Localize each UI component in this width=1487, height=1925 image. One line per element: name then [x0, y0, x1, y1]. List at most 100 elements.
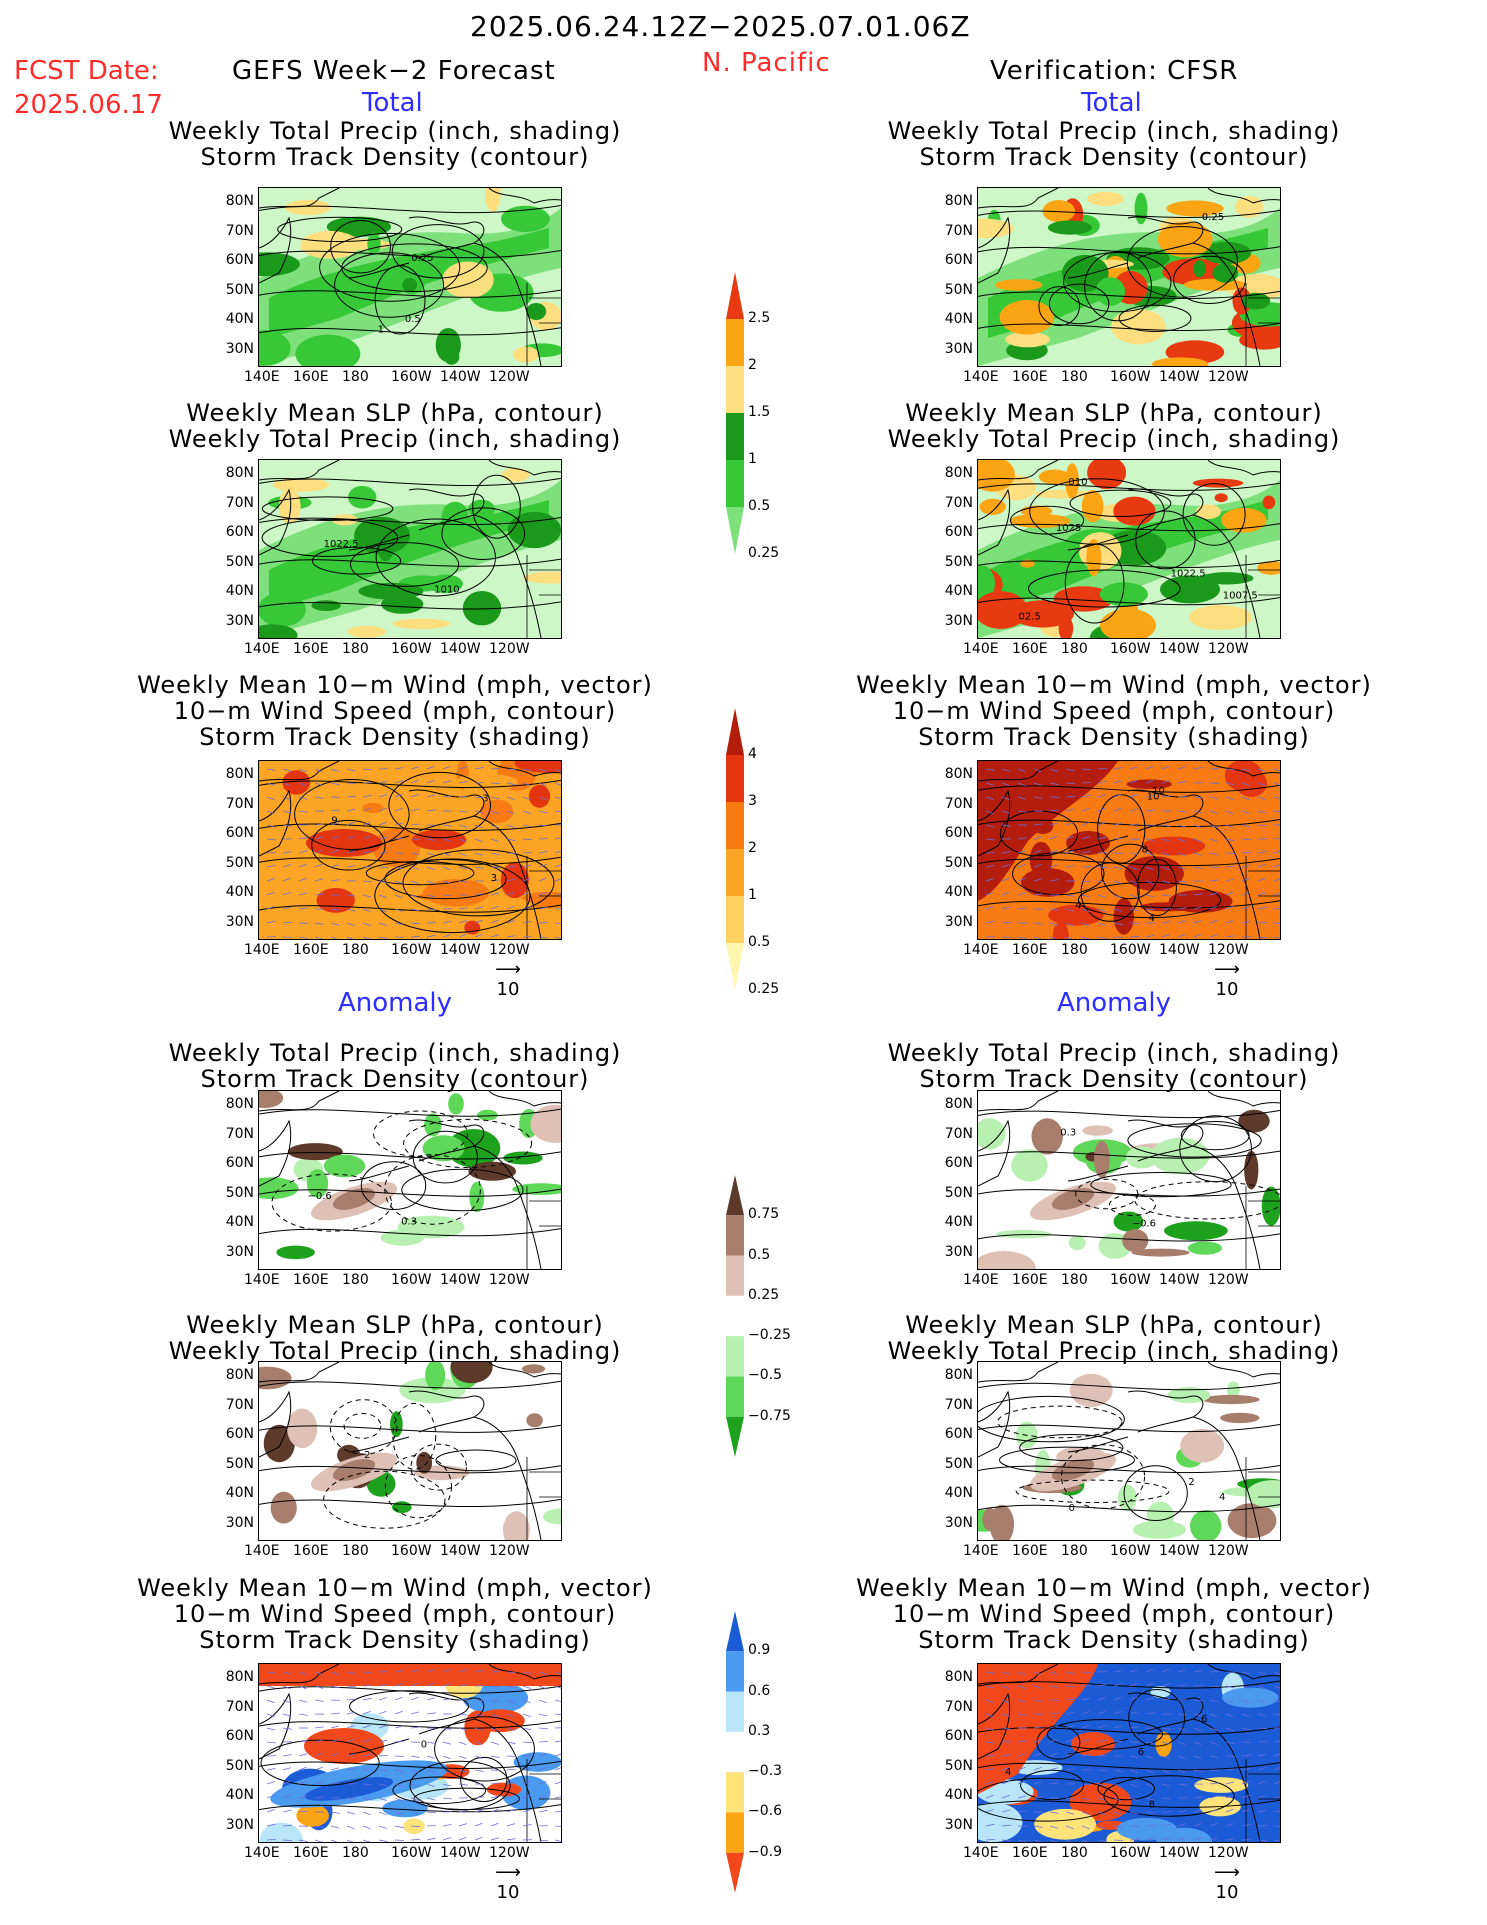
wind-vector: [330, 768, 339, 772]
wind-vector: [1209, 1822, 1218, 1827]
wind-vector: [1193, 1809, 1203, 1813]
shading-cell: [462, 591, 502, 626]
wind-vector: [1001, 768, 1011, 772]
right-title: Verification: CFSR: [990, 56, 1239, 86]
wind-vector: [554, 1753, 561, 1757]
contour-line: [409, 1760, 511, 1811]
wind-vector: [1193, 1727, 1202, 1732]
wind-vector: [1257, 810, 1267, 814]
wind-vector: [490, 905, 499, 910]
wind-vector: [1225, 838, 1235, 842]
shading-cell: [1038, 469, 1071, 485]
lon-tick-label: 140W: [1159, 1272, 1200, 1288]
contour-line: [375, 518, 497, 597]
wind-vector: [330, 1811, 340, 1814]
wind-vector: [1033, 849, 1042, 854]
lon-tick-label: 160E: [1012, 942, 1048, 958]
wind-vector: [1097, 836, 1107, 840]
lat-tick-label: 30N: [944, 1243, 973, 1260]
wind-vector: [554, 1796, 561, 1799]
wind-vector: [474, 1699, 484, 1702]
lat-tick-label: 30N: [944, 913, 973, 930]
lat-tick-label: 30N: [225, 612, 254, 629]
wind-vector: [1129, 1755, 1139, 1758]
shading-cell: [1244, 1150, 1259, 1190]
panel-title: Weekly Mean 10−m Wind (mph, vector) 10−m …: [804, 672, 1424, 750]
shading-cell: [1192, 478, 1244, 488]
wind-vector: [458, 852, 467, 857]
lon-tick-label: 160E: [293, 641, 329, 657]
contour-line: [374, 858, 531, 934]
wind-vector: [394, 1783, 403, 1787]
wind-vector: [1113, 1683, 1123, 1687]
lat-tick-label: 40N: [944, 1787, 973, 1803]
wind-vector: [1129, 1783, 1138, 1788]
wind-vector: [1209, 919, 1218, 924]
shading-cell: [512, 346, 539, 363]
wind-vector: [394, 880, 403, 884]
wind-vector: [298, 1699, 308, 1703]
lon-tick-label: 180: [1061, 641, 1088, 657]
wind-vector: [1113, 866, 1123, 870]
lat-tick-label: 60N: [944, 252, 973, 268]
shading-cell: [448, 1093, 464, 1115]
shading-cell: [978, 761, 1118, 901]
wind-vector: [1049, 822, 1059, 826]
wind-vector: [410, 935, 420, 938]
wind-vector: [985, 1727, 995, 1731]
wind-vector: [538, 1741, 549, 1743]
wind-vector: [490, 1741, 499, 1745]
wind-vector: [1001, 1809, 1011, 1813]
wind-vector: [426, 1769, 435, 1774]
wind-vector: [1033, 1796, 1043, 1799]
wind-vector: [1145, 1741, 1155, 1744]
wind-vector: [1273, 1781, 1280, 1785]
shading-cell: [1099, 582, 1148, 607]
wind-vector: [1145, 1712, 1155, 1715]
wind-vector: [314, 878, 324, 882]
wind-vector: [1193, 906, 1203, 910]
wind-vector: [1065, 795, 1075, 798]
wind-vector: [378, 836, 388, 840]
wind-vector: [458, 1810, 468, 1813]
lat-tick-label: 50N: [944, 553, 973, 570]
contour-line: [259, 327, 561, 336]
wind-vector: [298, 1740, 308, 1743]
wind-vector: [266, 920, 276, 924]
wind-vector: [394, 908, 403, 912]
wind-vector: [346, 822, 355, 826]
wind-vector: [554, 922, 561, 924]
wind-vector: [1081, 850, 1091, 854]
wind-vector: [474, 824, 483, 829]
shading-cell: [1152, 357, 1209, 366]
colorbar-swatch: [726, 1336, 744, 1377]
wind-vector: [410, 852, 420, 855]
wind-vector: [1049, 1738, 1058, 1743]
coastline: [978, 761, 1059, 782]
shading-cell: [1235, 196, 1264, 218]
wind-vector: [1257, 768, 1267, 772]
wind-vector: [1193, 1836, 1202, 1841]
lat-tick-label: 30N: [225, 913, 254, 930]
shading-cell: [358, 582, 424, 600]
panel-title-line: 10−m Wind Speed (mph, contour): [892, 697, 1336, 725]
wind-vector: [426, 866, 435, 871]
wind-vector: [1033, 893, 1043, 896]
lat-tick-label: 30N: [225, 1816, 254, 1833]
wind-vector: [1145, 1811, 1155, 1814]
wind-vector: [1129, 866, 1138, 870]
shading-cell: [311, 600, 341, 611]
shading-cell: [535, 825, 548, 847]
wind-vector: [1257, 1839, 1267, 1842]
colorbar-swatch: [726, 319, 744, 366]
wind-vector: [442, 1668, 451, 1673]
shading-cell: [500, 862, 529, 899]
coastline: [1207, 1091, 1280, 1107]
panel-title: Weekly Total Precip (inch, shading) Storm…: [85, 118, 705, 170]
wind-vector: [1033, 1685, 1043, 1689]
contour-line: [1028, 569, 1181, 608]
wind-vector: [266, 1671, 276, 1674]
contour-line: [343, 1413, 382, 1439]
wind-vector: [1241, 1671, 1251, 1674]
wind-vector: [330, 1782, 340, 1785]
